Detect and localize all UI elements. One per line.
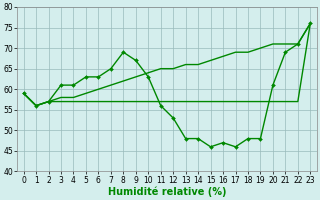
X-axis label: Humidité relative (%): Humidité relative (%) [108,186,226,197]
